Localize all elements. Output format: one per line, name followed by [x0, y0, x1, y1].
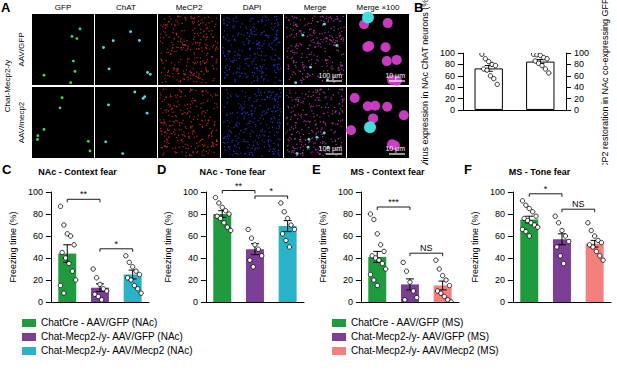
svg-text:100: 100 [440, 48, 455, 58]
svg-text:0: 0 [193, 297, 198, 307]
svg-text:*: * [544, 184, 548, 194]
svg-text:100: 100 [28, 187, 43, 197]
svg-text:100: 100 [338, 187, 353, 197]
svg-text:40: 40 [188, 253, 198, 263]
svg-text:80: 80 [574, 59, 584, 69]
svg-text:Freezing time (%): Freezing time (%) [8, 211, 18, 282]
svg-text:80: 80 [445, 59, 455, 69]
svg-text:100: 100 [183, 187, 198, 197]
svg-text:20: 20 [495, 275, 505, 285]
svg-text:0: 0 [348, 297, 353, 307]
svg-text:60: 60 [343, 231, 353, 241]
svg-text:20: 20 [574, 94, 584, 104]
svg-text:MeCP2 restoration in NAc co-ex: MeCP2 restoration in NAc co-expressing G… [600, 0, 610, 165]
svg-text:Chat-Mecp2-/y: Chat-Mecp2-/y [3, 60, 12, 112]
svg-text:20: 20 [445, 94, 455, 104]
svg-text:*: * [270, 186, 274, 196]
svg-text:Virus expression in NAc ChAT n: Virus expression in NAc ChAT neurons (%) [420, 0, 430, 165]
svg-text:10 μm: 10 μm [385, 145, 405, 153]
svg-text:DAPI: DAPI [243, 3, 262, 12]
svg-text:GFP: GFP [55, 3, 71, 12]
svg-text:80: 80 [188, 209, 198, 219]
svg-text:AAV/mecp2: AAV/mecp2 [17, 101, 26, 143]
svg-text:0: 0 [38, 297, 43, 307]
svg-text:NAc - Context fear: NAc - Context fear [38, 167, 117, 177]
svg-text:40: 40 [33, 253, 43, 263]
svg-text:20: 20 [33, 275, 43, 285]
svg-text:60: 60 [33, 231, 43, 241]
svg-text:MS - Tone fear: MS - Tone fear [509, 167, 571, 177]
svg-text:20: 20 [343, 275, 353, 285]
svg-text:40: 40 [574, 82, 584, 92]
svg-text:0: 0 [450, 105, 455, 115]
svg-text:**: ** [235, 181, 243, 191]
svg-text:100 μm: 100 μm [319, 72, 343, 80]
svg-text:*: * [115, 239, 119, 249]
svg-text:80: 80 [33, 209, 43, 219]
svg-text:60: 60 [574, 71, 584, 81]
svg-text:ChAT: ChAT [116, 3, 136, 12]
svg-text:**: ** [80, 189, 88, 199]
svg-text:MeCP2: MeCP2 [176, 3, 203, 12]
svg-text:Freezing time (%): Freezing time (%) [163, 211, 173, 282]
svg-text:0: 0 [574, 105, 579, 115]
svg-text:MS - Context fear: MS - Context fear [350, 167, 425, 177]
svg-text:Freezing time (%): Freezing time (%) [318, 211, 328, 282]
svg-text:20: 20 [188, 275, 198, 285]
svg-text:***: *** [388, 197, 399, 207]
svg-text:Freezing time (%): Freezing time (%) [470, 211, 480, 282]
svg-text:60: 60 [188, 231, 198, 241]
svg-text:40: 40 [495, 253, 505, 263]
svg-text:NS: NS [420, 243, 433, 253]
svg-text:AAV/GFP: AAV/GFP [17, 32, 26, 66]
svg-text:100: 100 [574, 48, 589, 58]
svg-text:NAc - Tone fear: NAc - Tone fear [200, 167, 266, 177]
svg-text:Merge ×100: Merge ×100 [357, 3, 400, 12]
svg-text:100 μm: 100 μm [319, 145, 343, 153]
svg-text:0: 0 [500, 297, 505, 307]
svg-text:100: 100 [490, 187, 505, 197]
svg-text:60: 60 [495, 231, 505, 241]
svg-text:80: 80 [495, 209, 505, 219]
svg-text:40: 40 [445, 82, 455, 92]
svg-text:60: 60 [445, 71, 455, 81]
svg-text:10 μm: 10 μm [385, 72, 405, 80]
svg-text:Merge: Merge [304, 3, 327, 12]
svg-text:80: 80 [343, 209, 353, 219]
svg-text:A: A [1, 0, 11, 15]
svg-text:40: 40 [343, 253, 353, 263]
svg-text:NS: NS [572, 199, 585, 209]
